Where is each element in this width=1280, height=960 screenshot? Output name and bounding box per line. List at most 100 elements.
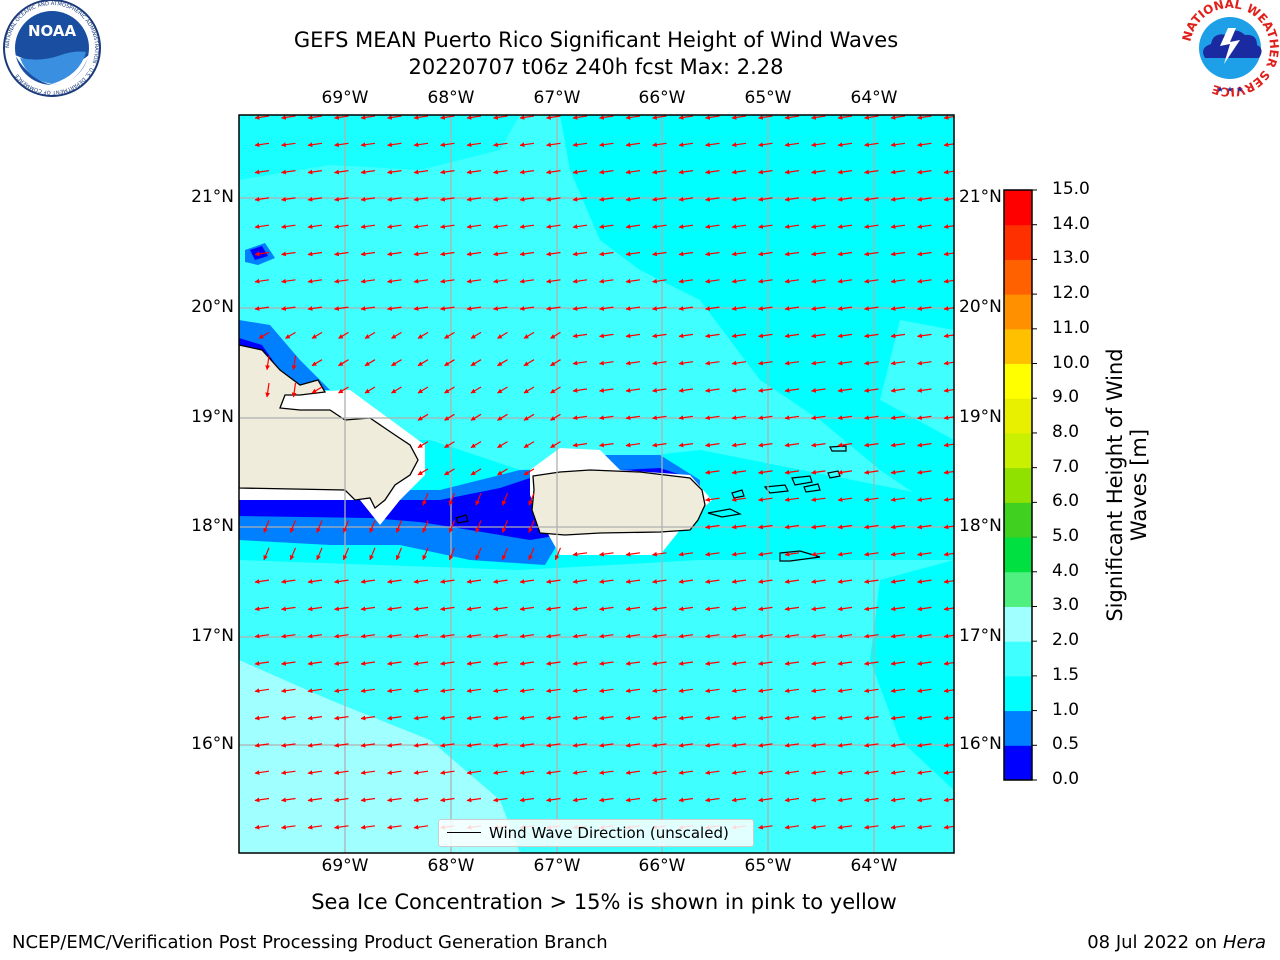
wave-arrow: [678, 551, 694, 557]
wave-arrow: [678, 770, 694, 775]
wave-arrow: [652, 224, 667, 229]
wave-arrow: [519, 742, 535, 748]
wave-arrow: [316, 520, 323, 533]
wave-arrow: [784, 196, 800, 202]
wave-arrow: [501, 492, 509, 506]
wave-arrow: [731, 742, 747, 748]
wave-arrow: [281, 606, 296, 612]
wave-arrow: [334, 169, 349, 175]
wave-arrow: [917, 715, 932, 721]
wave-arrow: [291, 382, 297, 398]
wave-arrow: [493, 688, 508, 694]
wave-arrow: [652, 388, 667, 393]
wave-arrow: [281, 824, 296, 830]
wave-arrow: [599, 797, 614, 803]
wave-arrow: [307, 278, 323, 284]
wave-arrow: [625, 606, 641, 612]
wave-arrow: [440, 224, 455, 229]
wave-arrow: [254, 196, 270, 202]
wave-arrow: [281, 742, 296, 748]
wave-arrow: [334, 661, 349, 666]
chart-title: GEFS MEAN Puerto Rico Significant Height…: [293, 28, 899, 52]
wave-arrow: [307, 115, 323, 120]
wave-arrow: [917, 606, 932, 612]
wave-arrow: [678, 333, 694, 339]
wave-arrow: [440, 742, 455, 748]
wave-arrow: [811, 388, 826, 393]
wave-arrow: [599, 442, 614, 448]
wave-arrow: [784, 497, 800, 502]
wave-arrow: [837, 579, 853, 584]
colorbar-segment: [1004, 432, 1032, 469]
wave-arrow: [546, 688, 561, 694]
wave-arrow: [387, 142, 402, 148]
wave-arrow: [784, 606, 800, 612]
wave-arrow: [546, 715, 561, 721]
wave-arrow: [493, 196, 508, 202]
wave-arrow: [837, 442, 853, 448]
wave-arrow: [360, 142, 376, 148]
wave-arrow: [307, 224, 323, 229]
wave-arrow: [254, 661, 270, 666]
wave-arrow: [625, 797, 641, 803]
sea-ice-note: Sea Ice Concentration > 15% is shown in …: [311, 890, 897, 914]
wave-arrow: [572, 770, 588, 775]
wave-arrow: [413, 278, 429, 284]
wave-arrow: [784, 797, 800, 803]
wave-arrow: [678, 251, 694, 257]
map-legend: Wind Wave Direction (unscaled): [438, 819, 754, 847]
wave-arrow: [360, 579, 376, 584]
wave-arrow: [360, 742, 376, 748]
wave-arrow: [519, 688, 535, 694]
wave-arrow: [864, 688, 879, 694]
lon-label-top: 68°W: [427, 88, 475, 108]
wave-arrow: [705, 469, 720, 475]
wave-arrow: [705, 306, 720, 311]
colorbar-segment: [1004, 745, 1032, 781]
wave-arrow: [758, 661, 773, 666]
wave-arrow: [599, 633, 614, 639]
wave-arrow: [572, 360, 588, 366]
wave-arrow: [254, 688, 270, 694]
wave-arrow: [254, 115, 270, 120]
wave-arrow: [546, 770, 561, 775]
wave-arrow: [758, 469, 773, 475]
wave-arrow: [705, 169, 720, 175]
wave-arrow: [917, 196, 932, 202]
wave-arrow: [705, 196, 720, 202]
wave-arrow: [550, 441, 561, 449]
wave-arrow: [334, 797, 349, 803]
wave-arrow: [864, 169, 879, 175]
colorbar-segment: [1004, 502, 1032, 538]
wave-arrow: [758, 224, 773, 229]
wave-arrow: [943, 306, 954, 311]
wave-arrow: [864, 524, 879, 530]
wave-arrow: [475, 492, 482, 506]
wave-arrow: [678, 797, 694, 803]
wave-arrow: [360, 169, 376, 175]
wave-arrow: [254, 715, 270, 721]
wave-arrow: [470, 331, 482, 339]
colorbar-tick-label: 14.0: [1052, 213, 1090, 234]
wave-arrow: [417, 468, 429, 476]
wave-arrow: [811, 142, 826, 148]
colorbar: [1003, 189, 1037, 781]
wave-arrow: [731, 306, 747, 311]
wave-arrow: [528, 520, 535, 533]
wave-arrow: [943, 224, 954, 229]
wave-arrow: [254, 824, 270, 830]
wave-arrow: [550, 359, 561, 367]
wave-arrow: [360, 661, 376, 666]
wave-arrow: [625, 415, 641, 421]
wave-arrow: [864, 360, 879, 366]
wave-arrow: [758, 524, 773, 530]
wave-arrow: [917, 551, 932, 557]
wave-arrow: [519, 661, 535, 666]
colorbar-segment: [1004, 675, 1032, 712]
wave-arrow: [917, 169, 932, 175]
wave-arrow: [413, 742, 429, 748]
wave-arrow: [864, 251, 879, 257]
colorbar-segment: [1004, 710, 1032, 746]
wave-arrow: [864, 196, 879, 202]
wave-arrow: [890, 797, 906, 803]
